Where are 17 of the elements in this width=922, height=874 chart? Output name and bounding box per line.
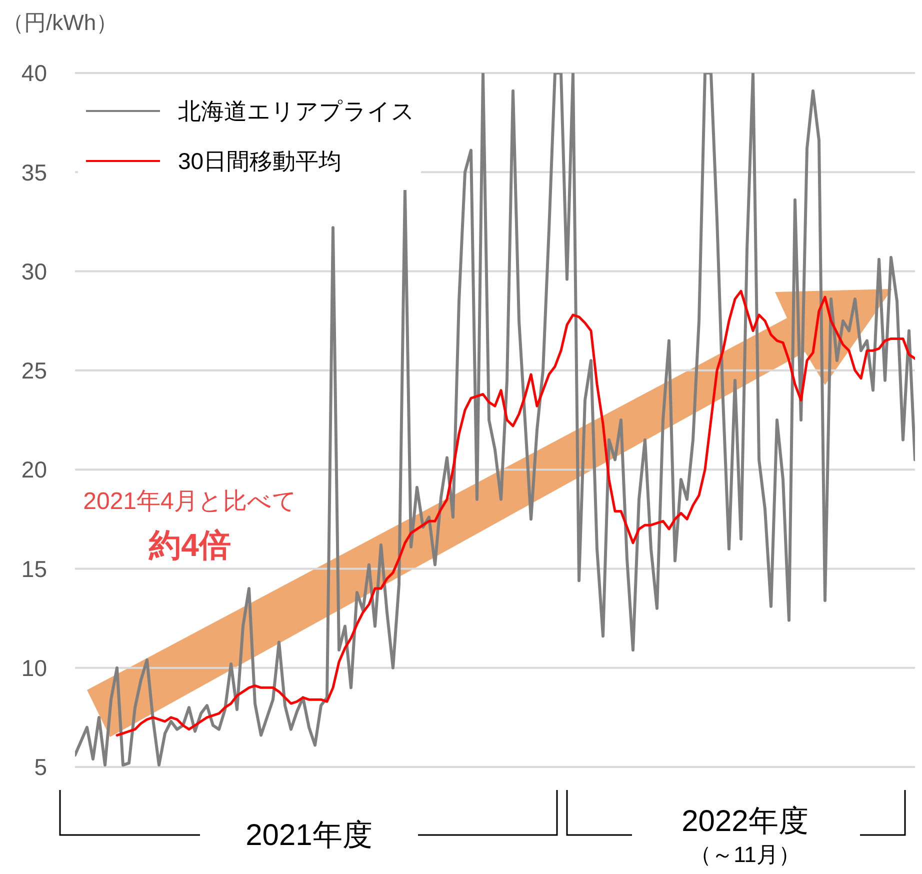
y-tick-label: 10 xyxy=(21,655,47,682)
text: （～11月） xyxy=(690,842,800,868)
legend-label: 30日間移動平均 xyxy=(178,146,342,176)
annotation: 2021年4月と比べて xyxy=(83,488,297,517)
y-tick-label: 5 xyxy=(34,754,47,780)
text: 2022年度 xyxy=(682,804,808,840)
y-tick-label: 25 xyxy=(21,358,47,384)
legend-label: 北海道エリアプライス xyxy=(178,96,415,126)
annotation: 約4倍 xyxy=(149,526,231,564)
y-tick-label: 15 xyxy=(21,556,47,582)
y-tick-label: 20 xyxy=(21,456,47,483)
y-axis-title: （円/kWh） xyxy=(2,9,118,37)
y-tick-label: 40 xyxy=(21,60,47,86)
y-tick-label: 35 xyxy=(21,159,47,186)
text: 2021年度 xyxy=(246,818,372,854)
y-tick-label: 30 xyxy=(21,258,47,284)
line-series xyxy=(75,73,915,767)
